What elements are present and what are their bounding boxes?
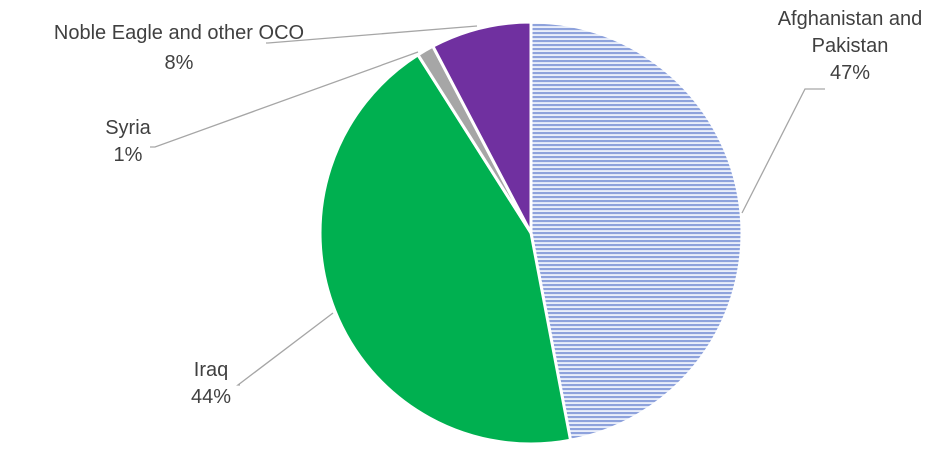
data-label-percent: 44% [191,386,231,408]
leader-line-noble-eagle-and-other-oco [266,25,478,44]
data-label-category: Pakistan [812,35,889,57]
leader-line-iraq [236,312,334,386]
leader-lines [150,25,825,386]
data-label-percent: 47% [830,62,870,84]
data-label-category: Noble Eagle and other OCO [54,22,304,44]
pie-slice-afghanistan-and-pakistan [529,20,744,443]
leader-line-syria [150,51,419,148]
pie-slice-noble-eagle-and-other-oco [430,20,533,234]
data-labels: Afghanistan and Pakistan 47% Iraq 44% Syria 1%… [54,8,922,408]
data-label-category: Iraq [194,359,228,381]
data-label-category: Afghanistan and [778,8,923,30]
data-label-noble-eagle-and-other-oco: Noble Eagle and other OCO 8% [54,22,304,74]
data-label-percent: 1% [114,144,143,166]
data-label-percent: 8% [165,52,194,74]
data-label-afghanistan-and-pakistan: Afghanistan and Pakistan 47% [778,8,923,84]
leader-line-afghanistan-and-pakistan [741,88,825,214]
data-label-category: Syria [105,117,151,139]
pie-slice-iraq [318,52,573,446]
data-label-iraq: Iraq 44% [191,359,231,408]
data-label-syria: Syria 1% [105,117,151,166]
pie-slices [318,20,744,446]
